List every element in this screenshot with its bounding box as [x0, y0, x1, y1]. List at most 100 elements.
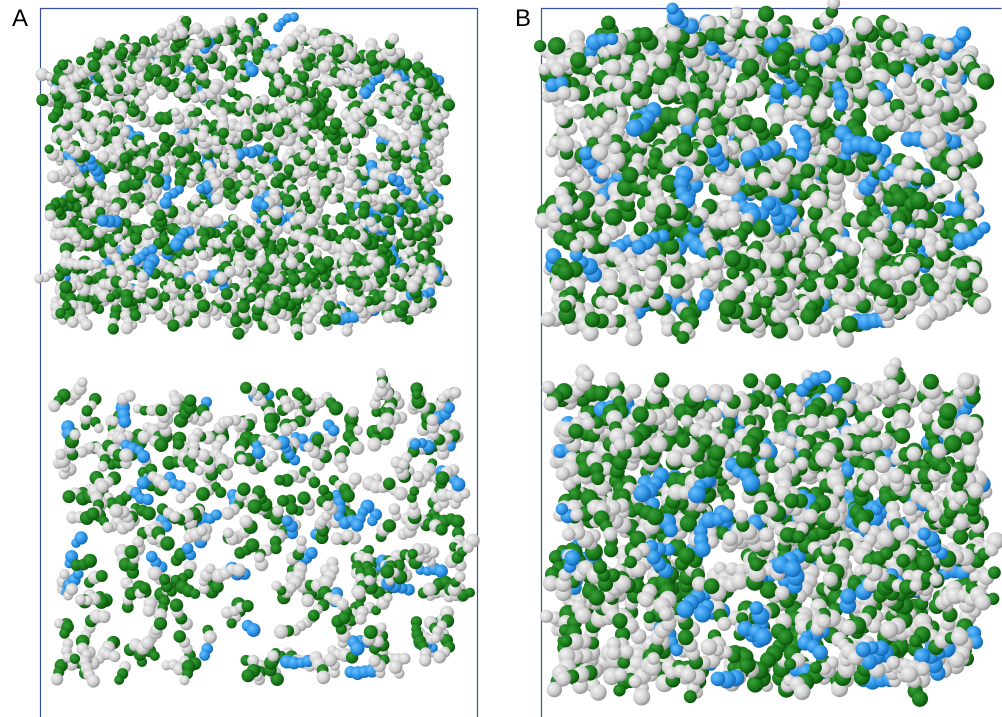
atom: [77, 377, 87, 387]
atom: [270, 543, 281, 554]
atom: [118, 47, 128, 57]
atom: [262, 164, 275, 177]
atom: [263, 142, 273, 152]
atom: [328, 425, 340, 437]
atom: [59, 569, 69, 579]
atom: [154, 438, 168, 452]
atom: [160, 197, 172, 209]
atom: [429, 194, 439, 204]
atom: [159, 480, 171, 492]
atom: [341, 137, 350, 146]
atom: [108, 323, 119, 334]
atom: [180, 215, 191, 226]
atom: [366, 179, 379, 192]
atom: [215, 487, 226, 498]
atom: [130, 233, 142, 245]
atom: [60, 167, 70, 177]
atom: [284, 86, 295, 97]
atom: [48, 112, 59, 123]
atom: [224, 266, 236, 278]
atom: [237, 483, 250, 496]
atom: [167, 319, 179, 331]
atom: [337, 462, 348, 473]
atom: [36, 94, 48, 106]
atom: [304, 322, 317, 335]
atom: [176, 493, 187, 504]
atom: [242, 669, 255, 682]
atom: [271, 440, 282, 451]
atom: [289, 12, 299, 22]
atom: [294, 331, 303, 340]
atom: [268, 322, 280, 334]
atom: [211, 509, 222, 520]
atom: [421, 93, 434, 106]
atom: [239, 515, 252, 528]
atom: [48, 400, 60, 412]
atom: [130, 310, 141, 321]
atom: [91, 96, 101, 106]
atom: [242, 600, 254, 612]
atom: [209, 82, 222, 95]
atom: [174, 305, 185, 316]
atom: [50, 85, 59, 94]
atom: [109, 651, 120, 662]
atom: [240, 382, 252, 394]
atom: [192, 284, 201, 293]
atom: [343, 242, 356, 255]
atom: [195, 39, 205, 49]
atom: [159, 132, 170, 143]
atom: [173, 438, 184, 449]
atom: [170, 395, 182, 407]
atom: [380, 565, 394, 579]
atom: [211, 193, 223, 205]
atom: [427, 414, 439, 426]
atom: [81, 319, 93, 331]
atom: [300, 192, 310, 202]
atom: [338, 612, 351, 625]
atom: [394, 487, 408, 501]
atom: [439, 128, 449, 138]
atom: [399, 300, 410, 311]
atom: [119, 448, 133, 462]
atom: [47, 170, 60, 183]
atom: [349, 473, 362, 486]
atom: [73, 175, 85, 187]
atom: [324, 300, 336, 312]
atom: [179, 675, 189, 685]
atom: [367, 437, 381, 451]
atom: [184, 394, 196, 406]
atom: [284, 34, 297, 47]
atom: [285, 257, 298, 270]
atom: [161, 76, 172, 87]
atom: [419, 654, 431, 666]
atom: [378, 101, 389, 112]
atom: [76, 56, 85, 65]
atom: [267, 451, 279, 463]
atom: [125, 545, 139, 559]
atom: [301, 594, 314, 607]
atom: [330, 117, 342, 129]
atom: [451, 478, 465, 492]
atom: [355, 613, 367, 625]
atom: [228, 157, 240, 169]
atom: [75, 531, 88, 544]
atom: [383, 593, 393, 603]
atom: [209, 29, 218, 38]
atom: [142, 507, 156, 521]
atom: [128, 203, 140, 215]
atom: [240, 169, 251, 180]
atom: [226, 79, 236, 89]
atom: [300, 101, 313, 114]
atom: [260, 201, 269, 210]
atom: [199, 650, 210, 661]
atom: [119, 152, 130, 163]
atom: [85, 442, 95, 452]
atom: [154, 617, 167, 630]
panel-label: B: [515, 5, 531, 32]
atom: [160, 536, 174, 550]
atom: [66, 583, 78, 595]
atom: [465, 588, 475, 598]
atom: [303, 61, 314, 72]
atom: [245, 538, 259, 552]
atom: [190, 589, 200, 599]
